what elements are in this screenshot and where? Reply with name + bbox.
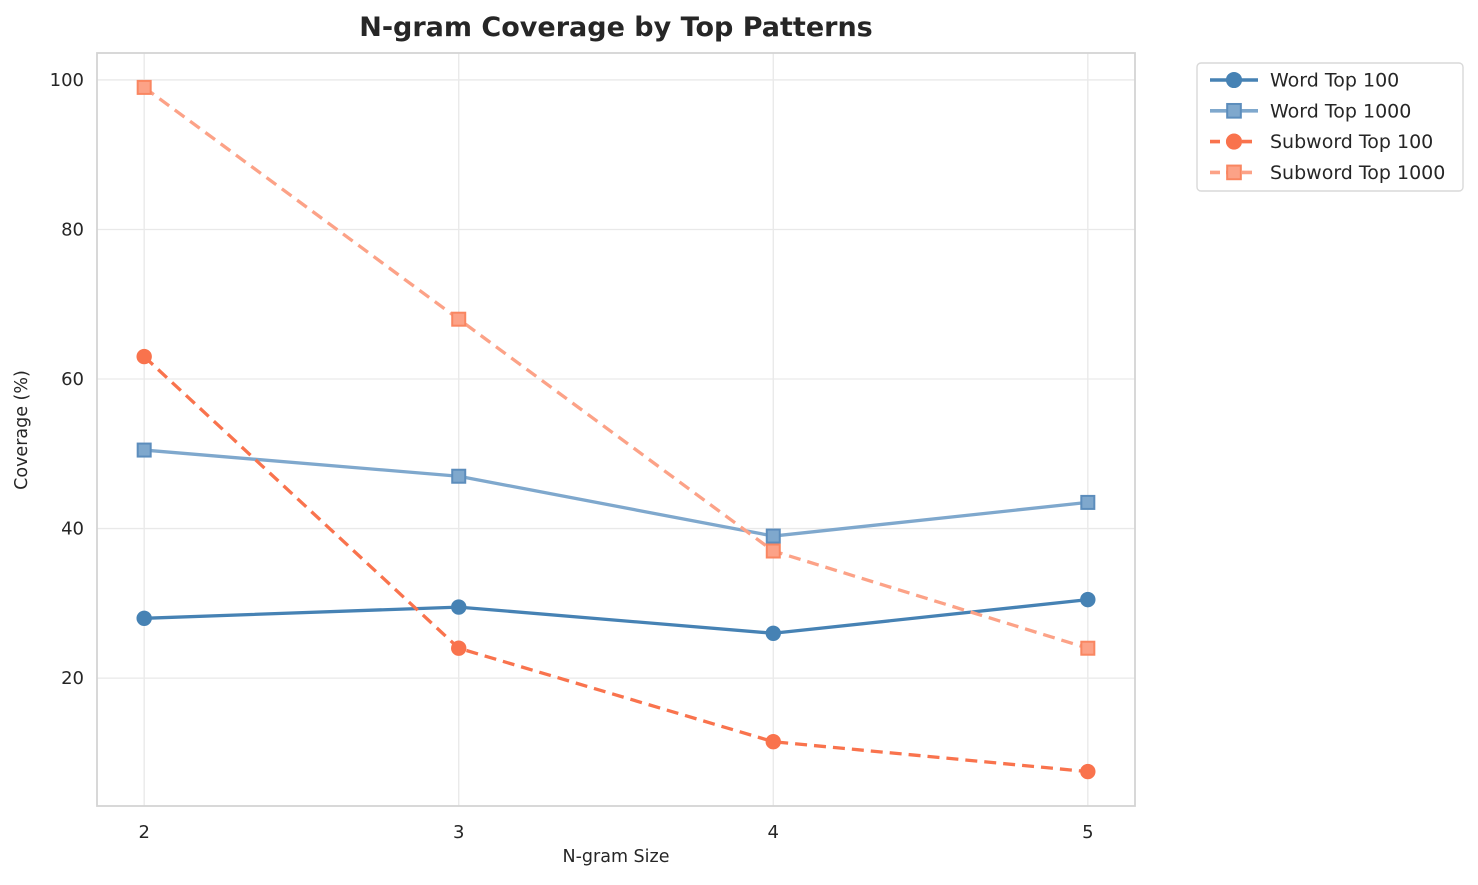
y-tick-label: 100 — [50, 70, 84, 91]
series-line — [144, 448, 1088, 538]
data-point-marker — [765, 733, 781, 750]
data-point-marker — [1225, 71, 1243, 89]
data-point-marker — [765, 543, 781, 559]
y-tick-label: 60 — [61, 369, 84, 390]
data-point-marker — [1225, 133, 1243, 150]
legend-box — [1196, 62, 1464, 192]
x-tick-label: 3 — [453, 822, 464, 843]
data-point-marker — [451, 311, 467, 327]
series-line — [143, 86, 1089, 650]
data-point-marker — [451, 640, 467, 656]
data-point-marker — [1080, 494, 1096, 510]
x-tick-label: 5 — [1082, 822, 1093, 843]
data-point-marker — [136, 442, 152, 458]
data-point-marker — [1080, 591, 1096, 608]
y-tick-label: 80 — [61, 219, 84, 240]
data-point-marker — [1226, 164, 1242, 181]
data-point-marker — [765, 625, 781, 641]
legend-item-label: Subword Top 1000 — [1270, 162, 1445, 184]
data-point-marker — [1080, 763, 1096, 780]
data-point-marker — [765, 528, 781, 544]
data-point-marker — [136, 610, 152, 627]
x-tick-label: 2 — [138, 822, 149, 843]
legend-item-label: Word Top 100 — [1270, 70, 1399, 92]
data-point-marker — [1080, 640, 1096, 656]
y-axis-label: Coverage (%) — [12, 370, 32, 490]
data-point-marker — [136, 79, 152, 95]
x-axis-label: N-gram Size — [562, 847, 670, 867]
plot-border — [96, 52, 1136, 807]
data-point-marker — [136, 348, 152, 365]
legend-item-label: Word Top 1000 — [1270, 100, 1411, 122]
legend-item-label: Subword Top 100 — [1270, 131, 1433, 153]
series-line — [143, 355, 1088, 774]
chart-title: N-gram Coverage by Top Patterns — [359, 12, 873, 43]
series-line — [144, 597, 1088, 635]
x-tick-label: 4 — [768, 822, 779, 843]
data-point-marker — [451, 599, 467, 615]
data-point-marker — [1226, 102, 1242, 119]
y-tick-label: 20 — [61, 668, 84, 689]
data-point-marker — [451, 468, 467, 484]
y-tick-label: 40 — [61, 519, 84, 540]
